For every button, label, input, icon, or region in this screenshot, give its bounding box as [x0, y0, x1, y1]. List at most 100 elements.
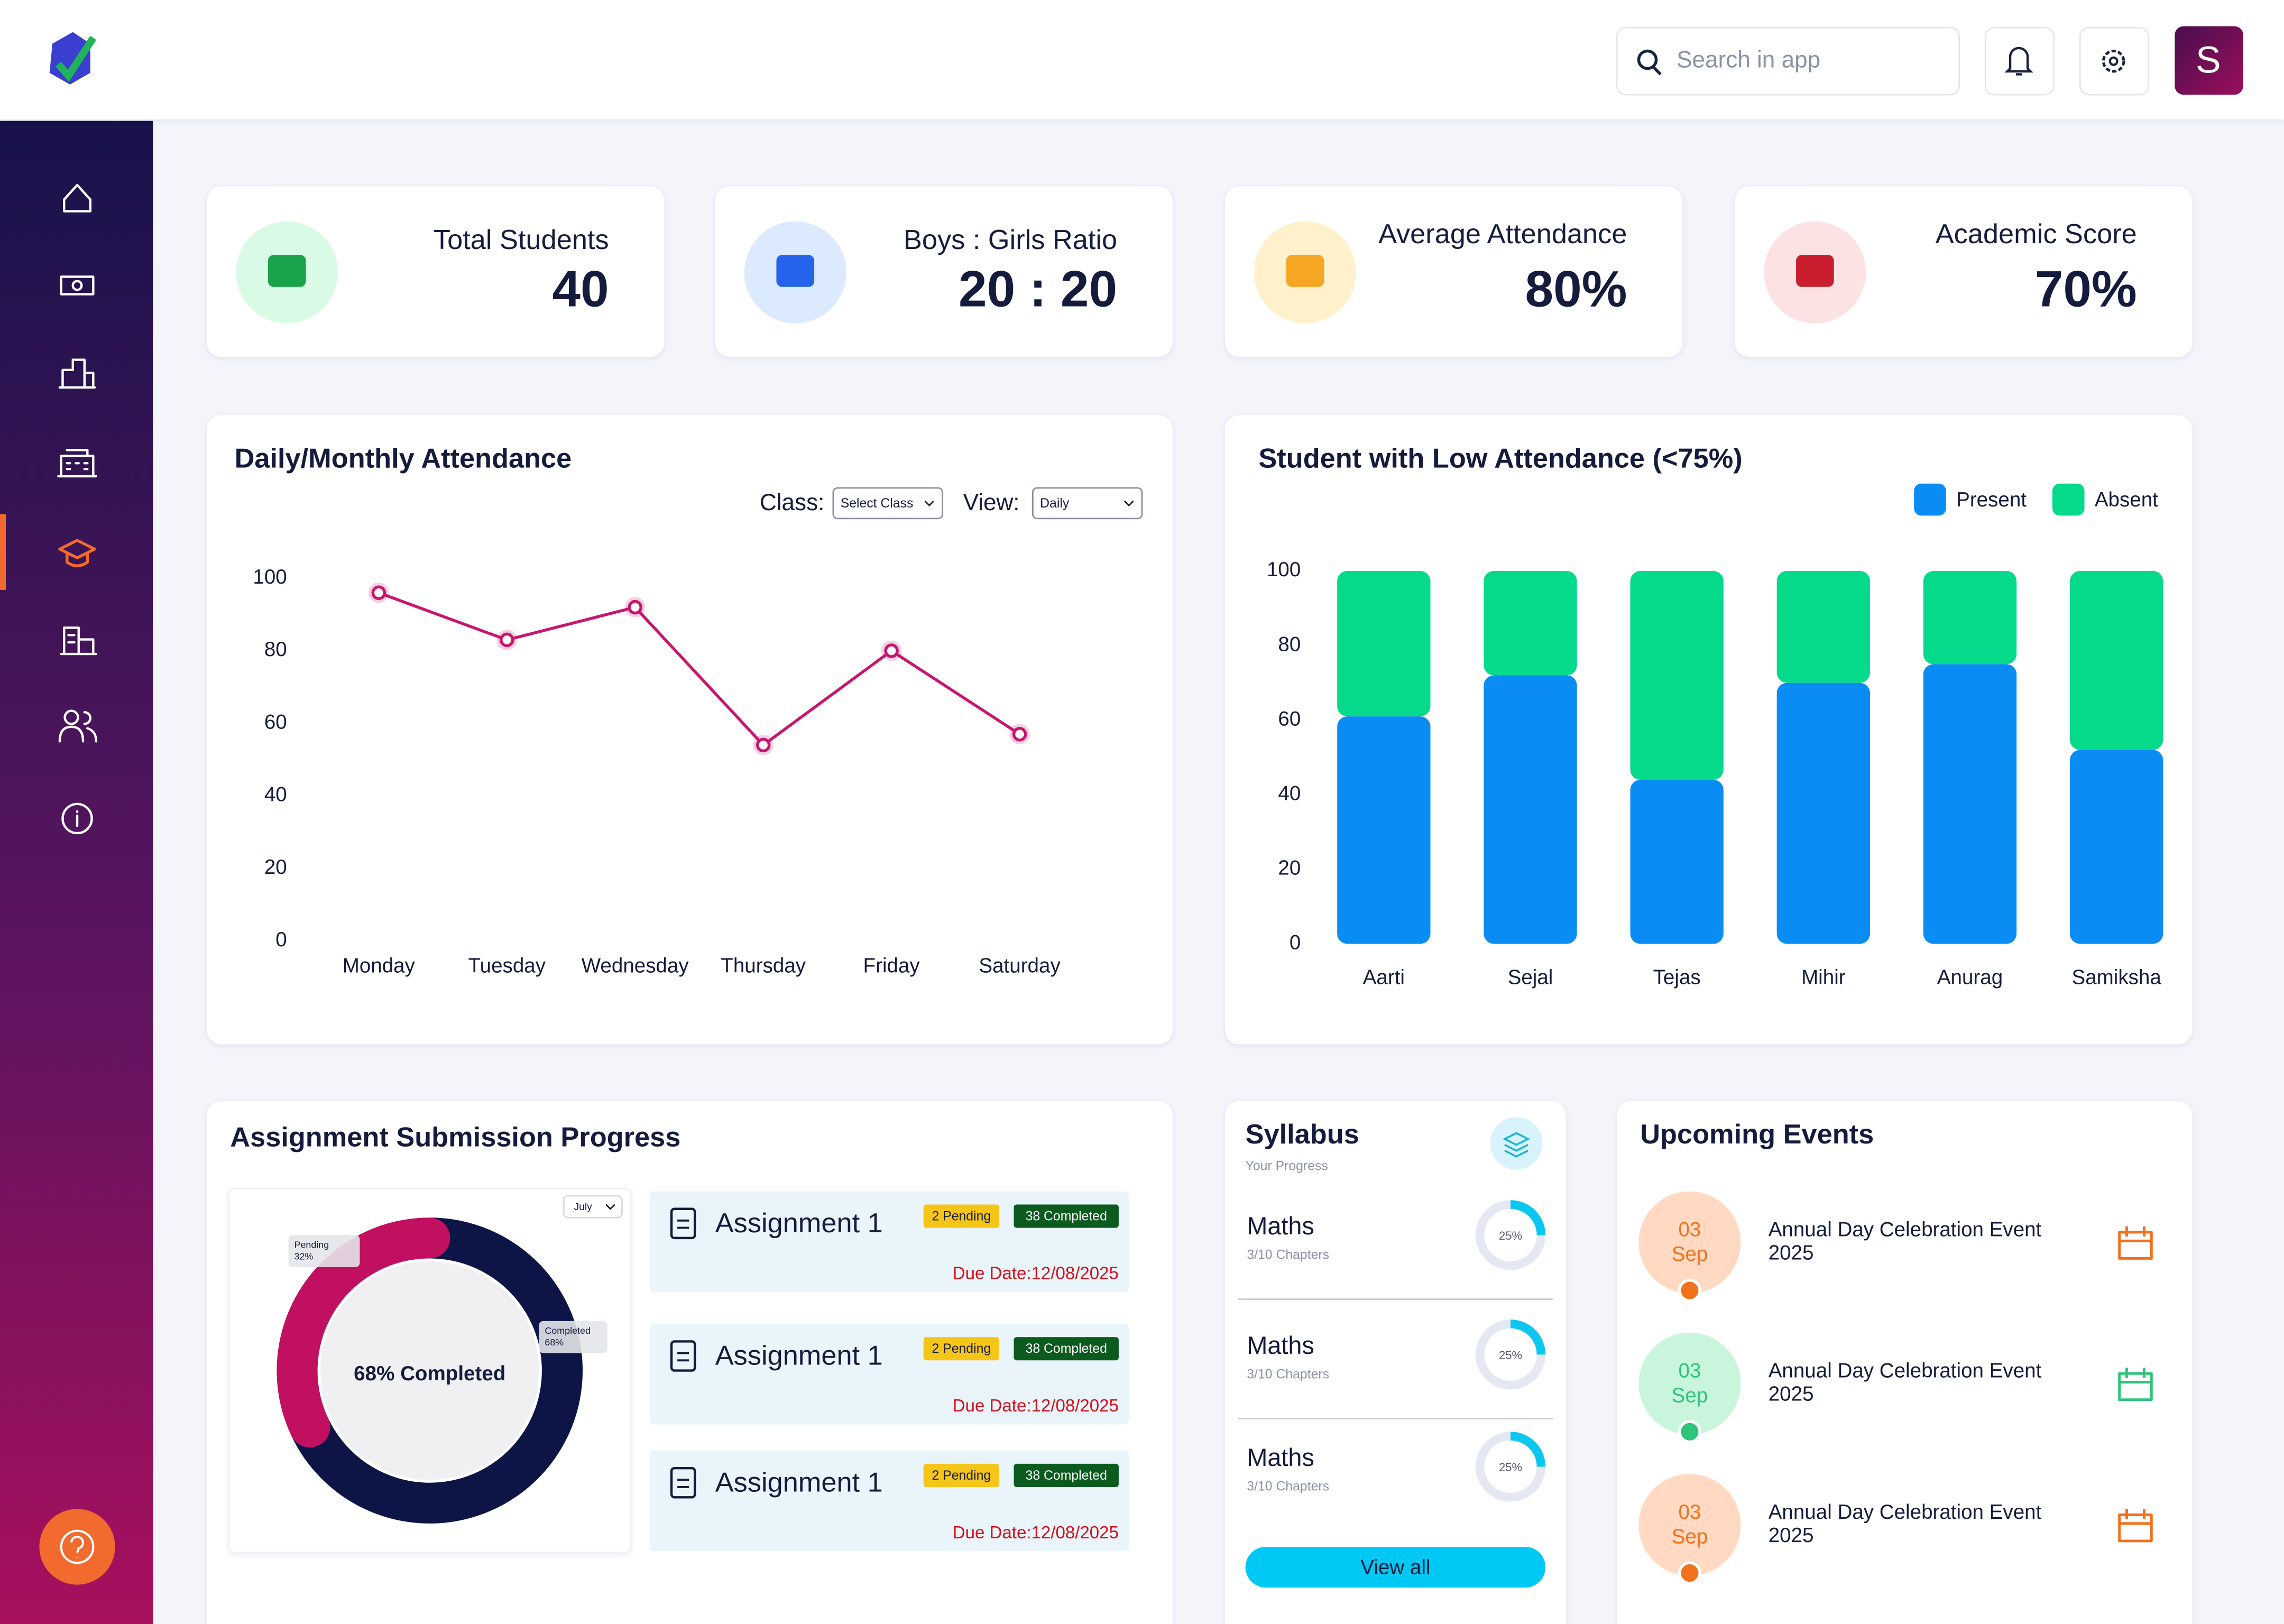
event-title: Annual Day Celebration Event	[1769, 1501, 2042, 1524]
help-icon	[60, 1529, 95, 1564]
progress-label: 25%	[1499, 1349, 1522, 1362]
data-point	[1012, 727, 1027, 742]
stat-icon	[1796, 255, 1834, 287]
tooltip-name: Pending	[294, 1239, 329, 1250]
sidebar	[0, 121, 153, 1624]
subject: Maths	[1247, 1444, 1314, 1471]
x-tick-label: Friday	[863, 955, 920, 977]
nav-students[interactable]	[58, 539, 96, 568]
clipboard-icon	[670, 1207, 696, 1240]
y-tick-label: 0	[275, 928, 287, 951]
class-select-value: Select Class	[841, 496, 914, 511]
chevron	[1123, 500, 1134, 506]
stat-card	[1735, 186, 2193, 357]
assignment-row	[649, 1324, 1129, 1425]
card-title: Syllabus	[1246, 1119, 1359, 1150]
bar-segment	[1923, 571, 2017, 665]
progress-ring	[1475, 1432, 1546, 1502]
calendar-icon[interactable]	[2118, 1226, 2153, 1260]
x-tick-label: Thursday	[721, 955, 806, 977]
attendance-line	[378, 591, 1021, 748]
due-date: Due Date:12/08/2025	[953, 1263, 1119, 1283]
settings-button[interactable]	[2079, 26, 2150, 96]
filter-label: View:	[963, 490, 1020, 515]
nav-institute[interactable]	[57, 449, 98, 478]
event-month: Sep	[1672, 1384, 1708, 1407]
nav-icons	[57, 183, 98, 835]
event-dot	[1678, 1279, 1701, 1303]
chapters: 3/10 Chapters	[1247, 1367, 1329, 1381]
pending-text: 2 Pending	[932, 1469, 991, 1483]
donut-center-label: 68% Completed	[354, 1362, 505, 1385]
x-tick-label: Anurag	[1937, 966, 2003, 989]
completed-text: 38 Completed	[1026, 1342, 1107, 1356]
view-select[interactable]	[1032, 487, 1143, 520]
x-tick-label: Saturday	[979, 955, 1061, 977]
stat-value: 70%	[2035, 261, 2137, 317]
y-tick-label: 20	[264, 856, 287, 879]
event-dot	[1678, 1420, 1701, 1444]
x-tick-label: Tejas	[1653, 966, 1701, 989]
stat-label: Average Attendance	[1378, 219, 1627, 250]
card-title: Upcoming Events	[1640, 1119, 1874, 1150]
syllabus-icon	[1490, 1117, 1543, 1170]
settings-icon	[2102, 49, 2125, 73]
help-icon	[70, 1535, 85, 1558]
nav-building[interactable]	[58, 358, 96, 389]
notification-button[interactable]	[1984, 26, 2055, 96]
legend-label: Present	[1956, 488, 2027, 511]
month-select[interactable]	[563, 1195, 623, 1219]
assignment-name: Assignment 1	[715, 1341, 883, 1371]
bar-segment	[1484, 675, 1577, 944]
syllabus-card	[1225, 1101, 1566, 1624]
subject: Maths	[1247, 1212, 1314, 1240]
y-tick-label: 80	[264, 638, 287, 661]
completed-badge	[1014, 1337, 1119, 1361]
calendar-icon[interactable]	[2118, 1509, 2153, 1543]
completed-badge	[1014, 1204, 1119, 1228]
progress-label: 25%	[1499, 1461, 1522, 1474]
search-box[interactable]	[1616, 26, 1960, 96]
stat-label: Total Students	[434, 225, 609, 255]
bar-segment	[2070, 750, 2163, 944]
avatar[interactable]	[2175, 26, 2243, 95]
event-month: Sep	[1672, 1526, 1708, 1548]
nav-fees[interactable]	[60, 275, 95, 296]
tooltip-value: 68%	[545, 1337, 564, 1348]
view-all-button[interactable]	[1245, 1546, 1546, 1588]
card-title: Student with Low Attendance (<75%)	[1258, 443, 1742, 474]
button-label: View all	[1360, 1556, 1430, 1579]
help-button[interactable]	[39, 1509, 115, 1585]
y-tick-label: 20	[1278, 856, 1301, 879]
y-tick-label: 40	[1278, 782, 1301, 805]
progress-label: 25%	[1499, 1229, 1522, 1242]
tooltip-name: Completed	[545, 1325, 591, 1336]
y-tick-label: 60	[264, 710, 287, 733]
nav-office[interactable]	[60, 626, 98, 656]
bar-segment	[1337, 571, 1431, 717]
class-select[interactable]	[832, 487, 943, 520]
bar-segment	[2070, 571, 2163, 750]
completed-text: 38 Completed	[1026, 1469, 1107, 1483]
tooltip	[539, 1321, 607, 1353]
event-dot	[1678, 1561, 1701, 1585]
due-date: Due Date:12/08/2025	[953, 1523, 1119, 1543]
stat-value: 80%	[1525, 261, 1627, 317]
calendar-icon[interactable]	[2118, 1368, 2153, 1401]
event-title: 2025	[1769, 1524, 1814, 1547]
card-title: Assignment Submission Progress	[230, 1122, 680, 1152]
clipboard-icon	[677, 1479, 689, 1488]
donut-slice	[277, 1217, 450, 1447]
bar-segment	[1923, 664, 2017, 944]
nav-home[interactable]	[63, 183, 92, 213]
nav-info[interactable]	[61, 802, 93, 835]
event-title: 2025	[1769, 1241, 1814, 1264]
nav-users[interactable]	[58, 709, 98, 743]
month-select-value: July	[574, 1202, 593, 1213]
x-tick-label: Samiksha	[2071, 966, 2161, 989]
data-point	[884, 643, 899, 658]
pending-text: 2 Pending	[932, 1342, 991, 1356]
data-point	[500, 632, 514, 648]
